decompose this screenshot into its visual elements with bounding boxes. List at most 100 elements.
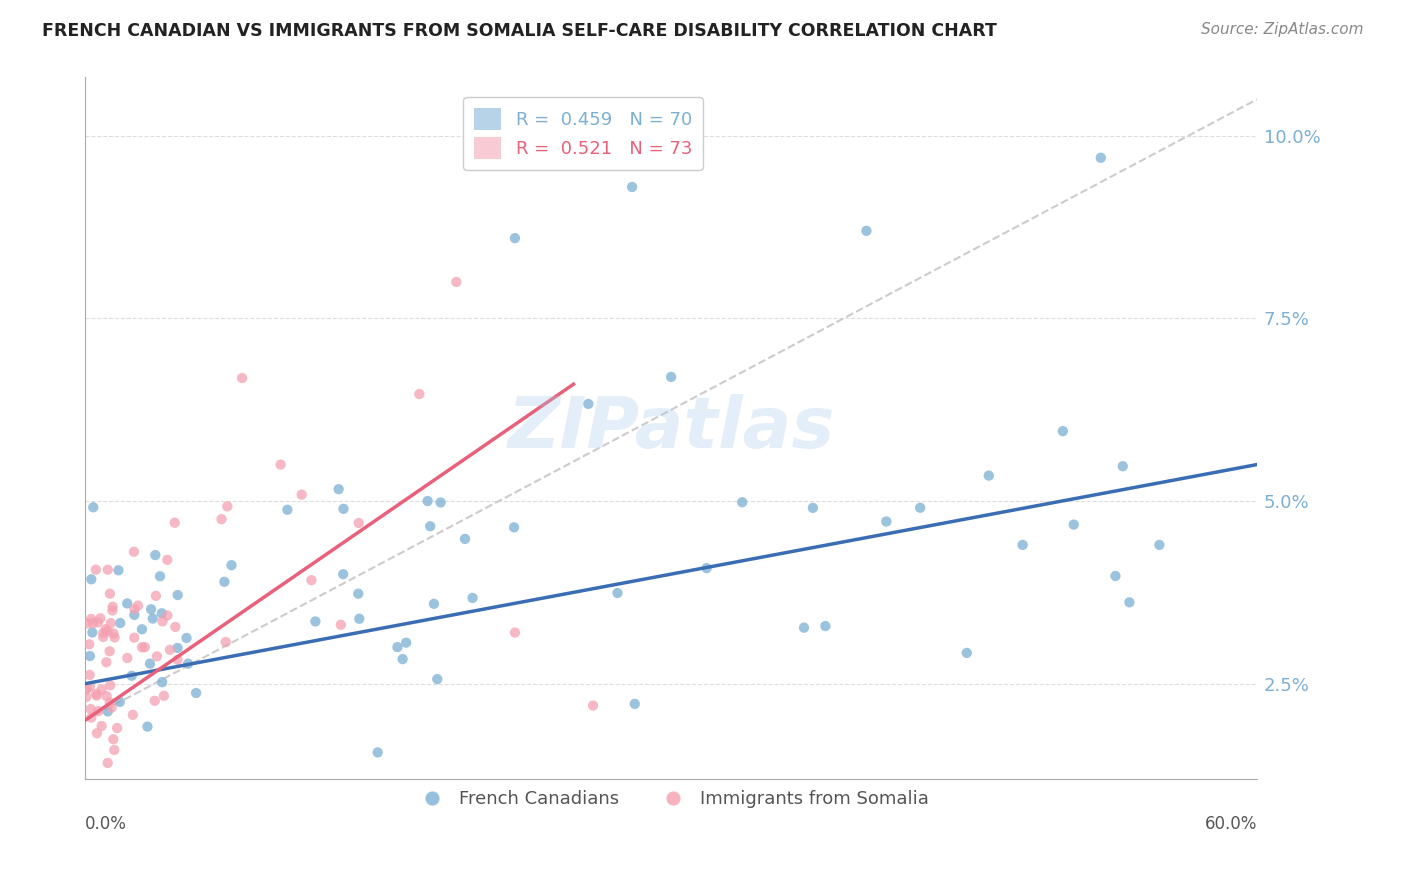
Point bbox=[217, 500, 239, 514]
Point bbox=[1052, 424, 1074, 438]
Point bbox=[329, 617, 352, 632]
Point bbox=[86, 689, 108, 703]
Point bbox=[96, 655, 118, 669]
Point bbox=[87, 704, 110, 718]
Point bbox=[176, 631, 198, 645]
Point bbox=[143, 548, 166, 562]
Point bbox=[98, 696, 121, 710]
Point bbox=[231, 371, 253, 385]
Point bbox=[503, 520, 526, 534]
Point bbox=[367, 746, 389, 760]
Point bbox=[416, 494, 439, 508]
Point bbox=[855, 224, 877, 238]
Point bbox=[423, 597, 446, 611]
Point bbox=[75, 683, 97, 698]
Point bbox=[143, 694, 166, 708]
Text: Source: ZipAtlas.com: Source: ZipAtlas.com bbox=[1201, 22, 1364, 37]
Point bbox=[659, 370, 682, 384]
Point bbox=[79, 680, 101, 694]
Point bbox=[184, 686, 207, 700]
Point bbox=[166, 588, 188, 602]
Point bbox=[801, 500, 824, 515]
Point bbox=[100, 616, 122, 631]
Point bbox=[446, 275, 468, 289]
Point bbox=[152, 615, 174, 629]
Point bbox=[503, 625, 526, 640]
Point bbox=[1104, 569, 1126, 583]
Point bbox=[101, 599, 124, 614]
Point bbox=[159, 643, 181, 657]
Point bbox=[97, 563, 120, 577]
Point bbox=[131, 640, 153, 655]
Point bbox=[103, 626, 125, 640]
Point bbox=[121, 707, 143, 722]
Point bbox=[1011, 538, 1033, 552]
Point bbox=[166, 640, 188, 655]
Point bbox=[98, 587, 121, 601]
Point bbox=[122, 631, 145, 645]
Point bbox=[103, 631, 125, 645]
Point bbox=[84, 687, 107, 701]
Point bbox=[122, 545, 145, 559]
Point bbox=[270, 458, 292, 472]
Point bbox=[793, 621, 815, 635]
Point bbox=[103, 732, 125, 747]
Point bbox=[156, 553, 179, 567]
Text: 0.0%: 0.0% bbox=[86, 815, 127, 833]
Point bbox=[503, 231, 526, 245]
Point bbox=[696, 561, 718, 575]
Text: ZIPatlas: ZIPatlas bbox=[508, 393, 835, 463]
Text: 60.0%: 60.0% bbox=[1205, 815, 1257, 833]
Point bbox=[332, 567, 354, 582]
Point bbox=[145, 589, 167, 603]
Point bbox=[391, 652, 413, 666]
Point bbox=[97, 756, 120, 770]
Point bbox=[82, 616, 104, 631]
Text: FRENCH CANADIAN VS IMMIGRANTS FROM SOMALIA SELF-CARE DISABILITY CORRELATION CHAR: FRENCH CANADIAN VS IMMIGRANTS FROM SOMAL… bbox=[42, 22, 997, 40]
Point bbox=[419, 519, 441, 533]
Point bbox=[1118, 595, 1140, 609]
Point bbox=[454, 532, 477, 546]
Point bbox=[156, 608, 179, 623]
Point bbox=[76, 616, 98, 631]
Point bbox=[136, 720, 159, 734]
Point bbox=[101, 603, 124, 617]
Point bbox=[395, 635, 418, 649]
Point bbox=[103, 743, 125, 757]
Point bbox=[146, 649, 169, 664]
Point bbox=[301, 573, 323, 587]
Point bbox=[347, 516, 370, 530]
Point bbox=[124, 607, 146, 622]
Point bbox=[86, 726, 108, 740]
Point bbox=[90, 682, 112, 697]
Point bbox=[163, 516, 186, 530]
Point bbox=[332, 501, 354, 516]
Point bbox=[121, 669, 143, 683]
Point bbox=[82, 625, 104, 640]
Point bbox=[84, 563, 107, 577]
Point bbox=[461, 591, 484, 605]
Point bbox=[82, 500, 104, 515]
Point bbox=[79, 648, 101, 663]
Point bbox=[94, 622, 117, 636]
Point bbox=[117, 651, 139, 665]
Point bbox=[134, 640, 156, 654]
Point bbox=[621, 180, 644, 194]
Point bbox=[115, 596, 138, 610]
Point bbox=[108, 695, 131, 709]
Point bbox=[221, 558, 243, 573]
Point bbox=[79, 702, 101, 716]
Point bbox=[875, 515, 897, 529]
Point bbox=[150, 607, 173, 621]
Point bbox=[408, 387, 430, 401]
Point bbox=[90, 719, 112, 733]
Point bbox=[76, 681, 98, 696]
Point bbox=[177, 657, 200, 671]
Point bbox=[107, 563, 129, 577]
Point bbox=[127, 599, 149, 613]
Point bbox=[304, 615, 326, 629]
Point bbox=[1112, 459, 1135, 474]
Point bbox=[131, 622, 153, 636]
Point bbox=[576, 397, 599, 411]
Point bbox=[98, 678, 121, 692]
